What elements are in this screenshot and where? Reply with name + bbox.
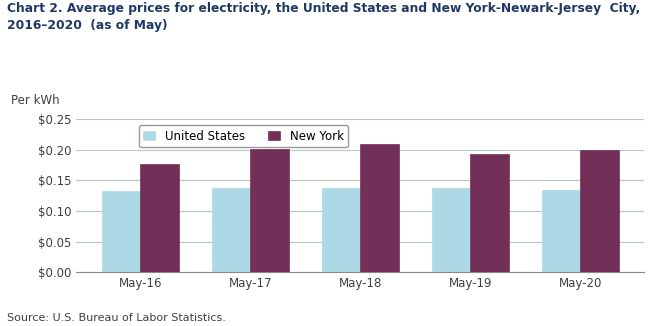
Text: Chart 2. Average prices for electricity, the United States and New York-Newark-J: Chart 2. Average prices for electricity,… bbox=[7, 2, 640, 32]
Legend: United States, New York: United States, New York bbox=[139, 125, 348, 147]
Bar bbox=[102, 191, 140, 272]
Bar bbox=[140, 164, 179, 272]
Bar bbox=[541, 190, 580, 272]
Text: Per kWh: Per kWh bbox=[11, 94, 59, 107]
Text: Source: U.S. Bureau of Labor Statistics.: Source: U.S. Bureau of Labor Statistics. bbox=[7, 313, 225, 323]
Bar bbox=[360, 143, 399, 272]
Bar bbox=[580, 150, 619, 272]
Bar bbox=[251, 149, 289, 272]
Bar bbox=[432, 188, 470, 272]
Bar bbox=[212, 188, 251, 272]
Bar bbox=[322, 188, 360, 272]
Bar bbox=[470, 154, 509, 272]
